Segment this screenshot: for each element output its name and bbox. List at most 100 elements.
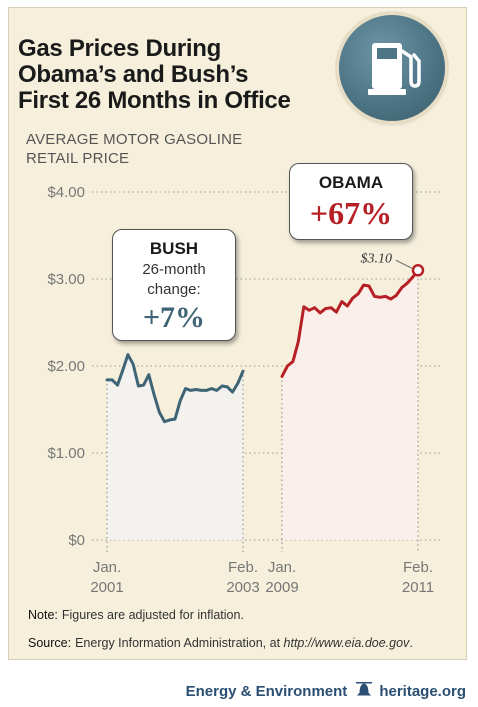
data-point-obama (395, 294, 398, 297)
x-tick-label: Feb. (403, 559, 433, 576)
data-point-bush (179, 399, 182, 402)
bush-callout-sub-2: change: (147, 281, 201, 298)
data-point-bush (105, 378, 109, 382)
data-point-bush (241, 370, 245, 373)
data-point-obama (329, 306, 333, 309)
data-point-obama (405, 282, 409, 285)
data-point-bush (152, 393, 156, 396)
data-point-bush (220, 384, 224, 388)
bush-callout: BUSH 26-month change: +7% (112, 229, 236, 341)
data-point-obama (313, 306, 316, 309)
chart-title: Gas Prices During Obama’s and Bush’s Fir… (18, 36, 291, 114)
data-point-obama (297, 340, 300, 343)
annotation-label: $3.10 (361, 251, 393, 266)
y-tick-label: $2.00 (47, 358, 85, 375)
x-tick-label: 2001 (90, 579, 123, 596)
data-point-obama (356, 292, 360, 295)
bush-callout-change: +7% (142, 301, 206, 334)
source-end: . (409, 636, 413, 650)
x-tick-label: Jan. (268, 559, 296, 576)
data-point-bush (184, 387, 187, 390)
data-point-obama (286, 364, 289, 368)
data-point-obama (384, 295, 387, 298)
data-point-obama (318, 311, 322, 315)
data-point-obama (351, 296, 354, 300)
data-point-bush (210, 387, 213, 390)
data-point-obama (280, 375, 284, 378)
footer-site: heritage.org (379, 682, 466, 700)
obama-callout: OBAMA +67% (289, 163, 413, 240)
y-tick-label: $4.00 (47, 184, 85, 201)
x-tick-label: 2011 (402, 579, 434, 596)
data-point-bush (147, 373, 151, 376)
data-point-bush (168, 418, 171, 422)
y-tick-label: $3.00 (47, 271, 85, 288)
footer-section: Energy & Environment (185, 682, 348, 700)
data-point-bush (111, 378, 114, 382)
data-point-obama (367, 284, 371, 288)
note-line: Note: Figures are adjusted for inflation. (28, 608, 413, 622)
obama-callout-name: OBAMA (318, 173, 384, 192)
title-line-3: First 26 Months in Office (18, 87, 291, 114)
data-point-bush (142, 383, 145, 387)
y-tick-label: $1.00 (47, 445, 85, 462)
last-point-marker (411, 264, 425, 277)
data-point-bush (116, 383, 119, 387)
source-url: http://www.eia.doe.gov (283, 636, 410, 650)
data-point-bush (126, 353, 130, 356)
subtitle-line-1: AVERAGE MOTOR GASOLINE (26, 131, 243, 148)
data-point-obama (362, 283, 365, 287)
data-point-obama (389, 297, 392, 301)
data-point-obama (291, 360, 295, 363)
source-line: Source: Energy Information Administration… (28, 636, 413, 650)
data-point-obama (373, 295, 376, 298)
data-point-bush (121, 369, 124, 372)
chart-subtitle: AVERAGE MOTOR GASOLINE RETAIL PRICE (26, 130, 242, 168)
data-point-bush (137, 384, 140, 388)
note-text: Figures are adjusted for inflation. (61, 608, 244, 622)
source-text: Energy Information Administration, at (75, 636, 284, 650)
data-point-bush (189, 389, 192, 392)
subtitle-line-2: RETAIL PRICE (26, 150, 130, 167)
data-point-obama (411, 276, 414, 279)
data-point-bush (173, 417, 177, 421)
x-tick-label: 2003 (226, 579, 259, 596)
bush-callout-name: BUSH (149, 239, 199, 258)
data-point-obama (400, 286, 403, 289)
x-tick-label: 2009 (265, 579, 298, 596)
obama-callout-change: +67% (309, 195, 393, 231)
note-label: Note: (28, 608, 58, 622)
data-point-bush (236, 382, 239, 385)
data-point-obama (335, 310, 338, 314)
data-point-bush (131, 363, 135, 366)
series-area-obama (282, 270, 418, 540)
data-point-obama (324, 307, 327, 310)
data-point-obama (302, 305, 305, 309)
data-point-bush (194, 388, 198, 391)
title-line-1: Gas Prices During (18, 35, 221, 62)
chart-notes: Note: Figures are adjusted for inflation.… (28, 608, 413, 664)
data-point-bush (163, 420, 166, 423)
liberty-bell-icon (355, 681, 373, 701)
data-point-bush (158, 410, 161, 414)
data-point-bush (231, 390, 234, 394)
data-point-bush (205, 389, 208, 392)
title-line-2: Obama’s and Bush’s (18, 61, 249, 88)
x-tick-label: Jan. (93, 559, 121, 576)
data-point-obama (346, 304, 349, 308)
data-point-bush (226, 385, 229, 389)
series-area-bush (107, 354, 243, 540)
footer: Energy & Environment heritage.org (186, 681, 466, 701)
data-point-obama (308, 309, 311, 312)
source-label: Source: (28, 636, 72, 650)
bush-callout-sub-1: 26-month (142, 261, 206, 278)
gas-pump-icon (339, 15, 445, 121)
x-tick-label: Feb. (228, 559, 258, 576)
y-tick-label: $0 (68, 532, 85, 549)
data-point-bush (199, 389, 203, 392)
data-point-obama (378, 296, 382, 299)
annotation-leader (395, 259, 413, 269)
data-point-obama (340, 300, 344, 303)
data-point-bush (215, 389, 219, 392)
